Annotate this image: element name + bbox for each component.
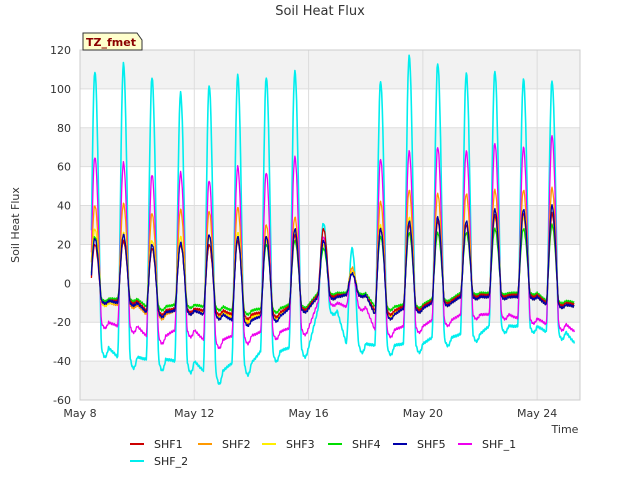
- series-layer: [90, 54, 576, 385]
- annotation-label: TZ_fmet: [86, 36, 136, 49]
- x-tick-label: May 12: [174, 407, 214, 420]
- x-tick-label: May 8: [63, 407, 96, 420]
- legend: SHF1 SHF2 SHF3 SHF4 SHF5 SHF_1 SHF_2: [130, 438, 516, 468]
- series-line-shf5: [90, 203, 575, 328]
- y-tick-label: 120: [50, 44, 71, 57]
- y-tick-label: -20: [53, 316, 71, 329]
- series-line-shf_2: [90, 54, 576, 385]
- y-axis-ticks: -60 -40 -20 0 20 40 60 80 100 120: [50, 44, 71, 407]
- plot-frame: [79, 49, 581, 401]
- legend-label: SHF5: [417, 438, 446, 451]
- y-tick-label: 100: [50, 83, 71, 96]
- legend-label: SHF1: [154, 438, 183, 451]
- annotation-box: TZ_fmet: [82, 32, 143, 51]
- legend-label: SHF4: [352, 438, 381, 451]
- y-tick-label: -60: [53, 394, 71, 407]
- y-tick-label: -40: [53, 355, 71, 368]
- annotation-background: [82, 32, 143, 51]
- y-tick-label: 80: [57, 122, 71, 135]
- legend-label: SHF3: [286, 438, 315, 451]
- chart-title: Soil Heat Flux: [275, 4, 365, 19]
- legend-label: SHF2: [222, 438, 251, 451]
- y-tick-label: 40: [57, 200, 71, 213]
- legend-label: SHF_2: [154, 455, 188, 468]
- y-tick-label: 60: [57, 161, 71, 174]
- x-tick-label: May 24: [517, 407, 557, 420]
- background-band: [80, 50, 580, 89]
- x-tick-label: May 16: [288, 407, 328, 420]
- series-line-shf4: [90, 223, 575, 316]
- y-tick-label: 20: [57, 238, 71, 251]
- legend-label: SHF_1: [482, 438, 516, 451]
- background-band: [80, 361, 580, 400]
- series-line-shf_1: [90, 134, 575, 350]
- x-tick-label: May 20: [403, 407, 443, 420]
- x-axis-ticks: May 8 May 12 May 16 May 20 May 24: [63, 407, 557, 420]
- x-axis-title: Time: [551, 423, 579, 436]
- y-tick-label: 0: [64, 277, 71, 290]
- y-axis-title: Soil Heat Flux: [9, 187, 22, 263]
